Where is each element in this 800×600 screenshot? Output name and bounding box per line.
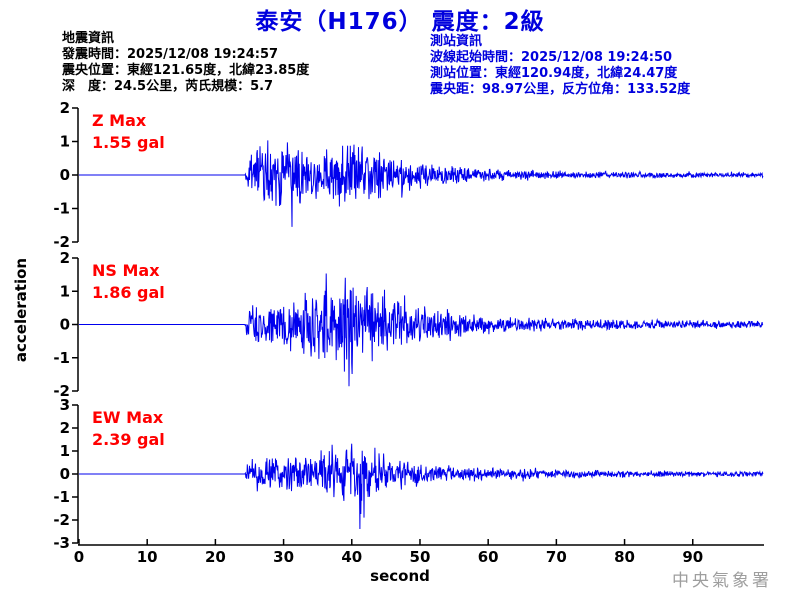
y-tick-label: -3 [53, 534, 70, 552]
y-tick-label: 3 [60, 396, 70, 414]
x-tick-label: 90 [682, 548, 703, 566]
epicentral-distance: 震央距：98.97公里，反方位角：133.52度 [430, 82, 691, 97]
y-tick-label: 1 [60, 282, 70, 300]
waveform-trace-Z [79, 140, 764, 227]
y-tick-label: 1 [60, 133, 70, 151]
y-tick-label: -2 [53, 511, 70, 529]
waveform-trace-NS [79, 273, 764, 387]
station-location: 測站位置：東經120.94度，北緯24.47度 [430, 66, 678, 81]
waveform-trace-EW [79, 443, 764, 530]
max-value-label: 2.39 gal [92, 430, 165, 449]
max-value-label: 1.55 gal [92, 133, 165, 152]
x-tick-label: 40 [341, 548, 362, 566]
x-tick-label: 80 [614, 548, 635, 566]
x-tick-label: 0 [74, 548, 84, 566]
y-tick-label: 2 [60, 249, 70, 267]
x-tick-label: 60 [478, 548, 499, 566]
x-axis-title: second [370, 567, 430, 585]
y-tick-label: 0 [60, 166, 70, 184]
earthquake-origin-time: 發震時間：2025/12/08 19:24:57 [62, 47, 279, 62]
y-tick-label: 0 [60, 316, 70, 334]
wave-start-time: 波線起始時間：2025/12/08 19:24:50 [430, 50, 673, 65]
y-tick-label: -1 [53, 200, 70, 218]
station-info-block: 測站資訊 波線起始時間：2025/12/08 19:24:50 測站位置：東經1… [430, 34, 690, 98]
y-tick-label: -2 [53, 233, 70, 251]
page-title: 泰安（H176） 震度：2級 [255, 9, 545, 35]
y-tick-label: -1 [53, 349, 70, 367]
agency-watermark: 中央氣象署 [672, 571, 772, 591]
x-tick-label: 70 [546, 548, 567, 566]
y-tick-label: 2 [60, 99, 70, 117]
y-tick-label: -2 [53, 382, 70, 400]
x-tick-label: 30 [273, 548, 294, 566]
max-label: Z Max [92, 111, 147, 130]
max-label: EW Max [92, 408, 164, 427]
max-value-label: 1.86 gal [92, 283, 165, 302]
y-tick-label: 2 [60, 419, 70, 437]
depth-magnitude: 深 度：24.5公里，芮氏規模：5.7 [62, 79, 274, 94]
x-tick-label: 10 [137, 548, 158, 566]
earthquake-info-heading: 地震資訊 [62, 31, 115, 46]
station-info-heading: 測站資訊 [430, 34, 483, 49]
y-tick-label: -1 [53, 488, 70, 506]
x-tick-label: 20 [205, 548, 226, 566]
epicenter-location: 震央位置：東經121.65度，北緯23.85度 [62, 63, 310, 78]
y-tick-label: 0 [60, 465, 70, 483]
max-label: NS Max [92, 261, 160, 280]
y-tick-label: 1 [60, 442, 70, 460]
x-tick-label: 50 [410, 548, 431, 566]
earthquake-info-block: 地震資訊 發震時間：2025/12/08 19:24:57 震央位置：東經121… [62, 31, 309, 95]
